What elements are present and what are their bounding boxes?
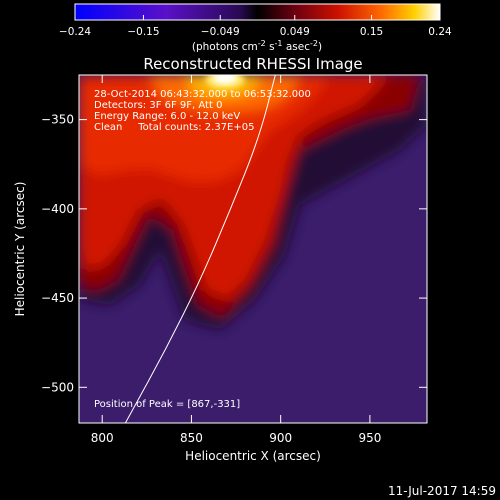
x-tick-label: 900 bbox=[269, 431, 292, 445]
x-tick-label: 800 bbox=[91, 431, 114, 445]
colorbar-tick-label: 0.24 bbox=[428, 26, 452, 38]
y-tick-label: −500 bbox=[41, 380, 74, 394]
y-tick-label: −450 bbox=[41, 291, 74, 305]
y-tick-label: −400 bbox=[41, 202, 74, 216]
method-counts-annotation: Clean Total counts: 2.37E+05 bbox=[94, 122, 254, 133]
solar-limb-curve bbox=[124, 75, 276, 423]
colorbar bbox=[75, 4, 440, 20]
y-axis-ticks: −500 −450 −400 −350 bbox=[41, 113, 427, 394]
colorbar-tick-label: 0.049 bbox=[280, 26, 310, 38]
colorbar-label: (photons cm-2 s-1 asec-2) bbox=[192, 39, 322, 53]
x-tick-label: 850 bbox=[180, 431, 203, 445]
plot-frame bbox=[78, 74, 428, 424]
time-range-annotation: 28-Oct-2014 06:43:32.000 to 06:53:32.000 bbox=[94, 89, 311, 100]
y-axis-label: Heliocentric Y (arcsec) bbox=[13, 182, 27, 317]
colorbar-tick-label: −0.15 bbox=[127, 26, 159, 38]
detectors-annotation: Detectors: 3F 6F 9F, Att 0 bbox=[94, 100, 222, 111]
x-axis-ticks: 800 850 900 950 bbox=[91, 75, 381, 445]
emission-region bbox=[79, 75, 427, 330]
colorbar-tick-label: 0.15 bbox=[360, 26, 383, 38]
energy-range-annotation: Energy Range: 6.0 - 12.0 keV bbox=[94, 111, 240, 122]
peak-core bbox=[213, 75, 237, 84]
x-axis-label: Heliocentric X (arcsec) bbox=[185, 449, 321, 463]
heatmap-image bbox=[79, 75, 427, 423]
colorbar-ticks: −0.24 −0.15 −0.049 0.049 0.15 0.24 bbox=[59, 15, 452, 38]
x-tick-label: 950 bbox=[358, 431, 381, 445]
y-tick-label: −350 bbox=[41, 113, 74, 127]
peak-position-annotation: Position of Peak = [867,-331] bbox=[94, 399, 240, 410]
chart-title: Reconstructed RHESSI Image bbox=[143, 55, 362, 73]
colorbar-frame bbox=[74, 3, 441, 21]
colorbar-tick-label: −0.24 bbox=[59, 26, 91, 38]
footer-timestamp: 11-Jul-2017 14:59 bbox=[388, 484, 496, 498]
colorbar-tick-label: −0.049 bbox=[201, 26, 240, 38]
